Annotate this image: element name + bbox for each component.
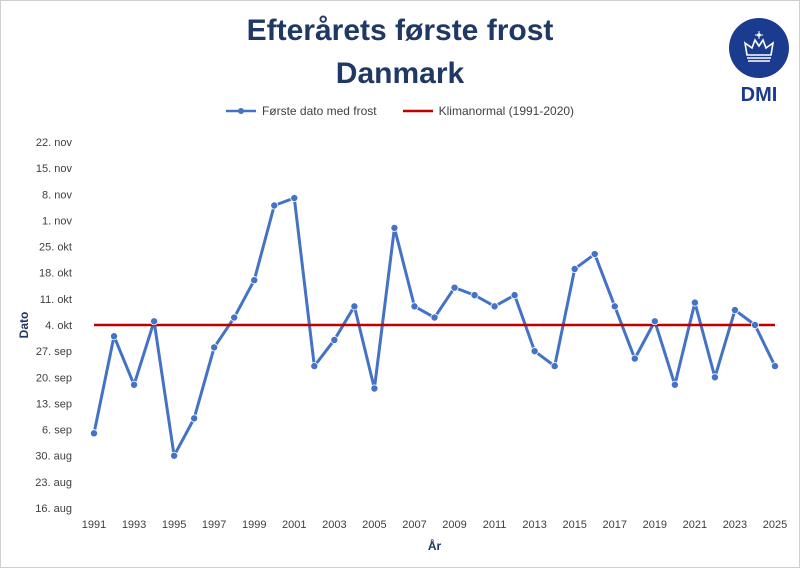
data-point [230, 313, 239, 322]
data-point [250, 276, 259, 285]
data-point [290, 194, 299, 203]
x-tick-label: 2013 [522, 519, 546, 531]
y-tick-label: 13. sep [36, 398, 72, 410]
data-point [270, 201, 279, 210]
x-tick-label: 1993 [122, 519, 146, 531]
legend-marker-line-icon [225, 108, 256, 114]
chart-subtitle: Danmark [335, 57, 465, 90]
data-point [750, 320, 759, 329]
x-tick-label: 2019 [643, 519, 667, 531]
data-point [190, 414, 199, 423]
crown-icon [729, 18, 789, 78]
logo-text: DMI [740, 84, 778, 106]
data-point [210, 343, 219, 352]
y-tick-label: 8. nov [42, 189, 72, 201]
y-tick-label: 15. nov [36, 163, 73, 175]
data-point [110, 332, 119, 341]
y-tick-label: 1. nov [42, 215, 72, 227]
y-tick-label: 18. okt [39, 268, 72, 280]
y-tick-label: 22. nov [36, 137, 73, 149]
chart-title: Efterårets første frost [246, 14, 554, 47]
y-tick-label: 20. sep [36, 372, 72, 384]
y-axis-title: Dato [17, 312, 31, 339]
x-tick-label: 2025 [763, 519, 787, 531]
data-point [90, 429, 99, 438]
legend-item-series: Første dato med frost [225, 104, 377, 118]
data-point [670, 380, 679, 389]
data-point [150, 317, 159, 326]
data-point [710, 373, 719, 382]
data-point [771, 362, 780, 371]
y-tick-label: 11. okt [40, 294, 72, 306]
data-point [450, 283, 459, 292]
x-axis-title: År [428, 538, 442, 553]
x-tick-label: 2001 [282, 519, 306, 531]
data-point [730, 306, 739, 315]
y-tick-label: 16. aug [35, 503, 72, 515]
data-point [170, 451, 179, 460]
x-tick-label: 2009 [442, 519, 466, 531]
y-tick-label: 6. sep [42, 425, 72, 437]
data-point [470, 291, 479, 300]
x-tick-label: 2017 [603, 519, 627, 531]
data-point [690, 298, 699, 307]
x-tick-label: 2005 [362, 519, 386, 531]
data-point [390, 223, 399, 232]
data-point [490, 302, 499, 311]
legend-item-normal: Klimanormal (1991-2020) [402, 104, 575, 118]
data-point [630, 354, 639, 363]
x-tick-label: 1997 [202, 519, 226, 531]
legend: Første dato med frost Klimanormal (1991-… [0, 104, 800, 118]
legend-label-series: Første dato med frost [261, 104, 377, 118]
data-point [610, 302, 619, 311]
y-tick-label: 4. okt [45, 320, 72, 332]
x-tick-label: 1995 [162, 519, 186, 531]
data-point [570, 264, 579, 273]
data-point [530, 347, 539, 356]
data-point [510, 291, 519, 300]
data-point [590, 250, 599, 259]
x-tick-label: 1999 [242, 519, 266, 531]
data-point [650, 317, 659, 326]
legend-label-normal: Klimanormal (1991-2020) [438, 104, 575, 118]
data-point [430, 313, 439, 322]
x-tick-label: 1991 [82, 519, 106, 531]
x-tick-label: 2021 [683, 519, 707, 531]
y-tick-label: 27. sep [36, 346, 72, 358]
x-tick-label: 2011 [483, 519, 507, 531]
dmi-logo: DMI [728, 18, 790, 113]
data-point [310, 362, 319, 371]
x-tick-label: 2007 [402, 519, 426, 531]
y-tick-label: 25. okt [39, 242, 72, 254]
data-point [330, 335, 339, 344]
data-point [370, 384, 379, 393]
y-tick-label: 23. aug [35, 477, 72, 489]
x-tick-label: 2003 [322, 519, 346, 531]
data-point [130, 380, 139, 389]
x-tick-label: 2023 [723, 519, 747, 531]
data-point [410, 302, 419, 311]
data-point [550, 362, 559, 371]
data-point [350, 302, 359, 311]
y-tick-label: 30. aug [35, 451, 72, 463]
x-tick-label: 2015 [562, 519, 586, 531]
legend-line-icon [402, 109, 433, 113]
